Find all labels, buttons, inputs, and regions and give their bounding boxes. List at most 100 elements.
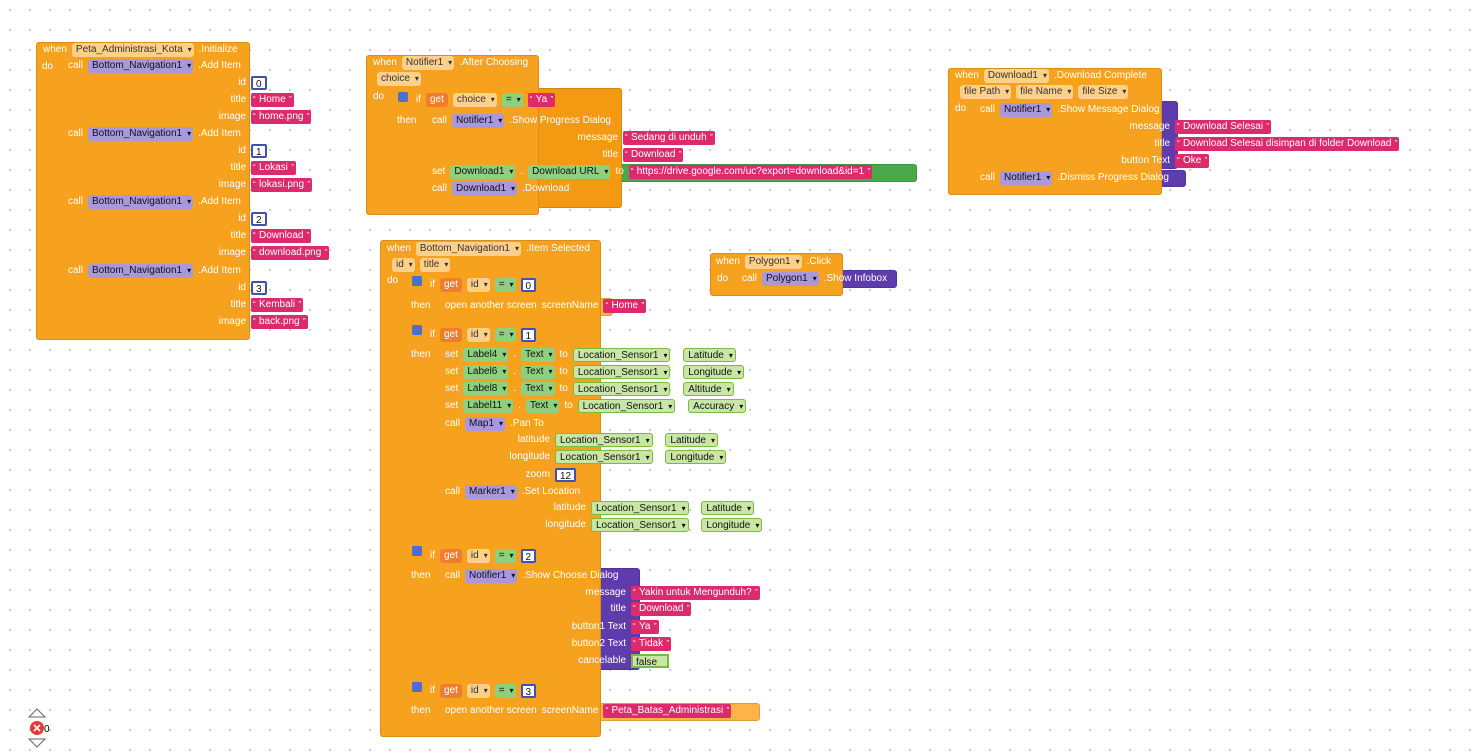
block-row: then [411, 347, 430, 363]
dropdown[interactable]: Notifier1 [1000, 103, 1053, 117]
dropdown[interactable]: Bottom_Navigation1 [88, 127, 194, 141]
dropdown[interactable]: Altitude [683, 382, 734, 397]
dropdown[interactable]: Bottom_Navigation1 [88, 264, 194, 278]
dropdown[interactable]: Download URL [528, 165, 611, 179]
number-literal[interactable]: 3 [251, 281, 267, 295]
keyword: call [445, 570, 461, 581]
block-row: call Bottom_Navigation1 .Add Item [68, 194, 241, 210]
dropdown[interactable]: Notifier1 [401, 56, 455, 70]
dropdown[interactable]: Location_Sensor1 [555, 433, 653, 448]
keyword: call [68, 60, 84, 71]
dropdown[interactable]: = [494, 684, 516, 698]
block-row: then [397, 113, 416, 129]
dropdown[interactable]: Download1 [983, 69, 1049, 83]
dropdown[interactable]: Text [521, 365, 555, 379]
dropdown[interactable]: Map1 [465, 417, 506, 431]
dropdown[interactable]: Label6 [463, 365, 509, 379]
dropdown[interactable]: Location_Sensor1 [577, 399, 676, 414]
dropdown[interactable]: Longitude [701, 518, 763, 533]
dropdown[interactable]: Label11 [463, 399, 514, 413]
mutator-gear[interactable] [412, 276, 422, 286]
dropdown[interactable]: Text [521, 348, 555, 362]
dropdown[interactable]: Notifier1 [465, 569, 518, 583]
scroll-up[interactable] [27, 708, 47, 718]
block-row: when Peta_Administrasi_Kota .Initialize [43, 42, 238, 58]
block-row: id 3 [186, 280, 267, 296]
dropdown[interactable]: Notifier1 [452, 114, 505, 128]
dropdown[interactable]: file Name [1016, 85, 1074, 99]
dropdown[interactable]: Label4 [463, 348, 509, 362]
dropdown[interactable]: = [494, 328, 516, 342]
dropdown[interactable]: Polygon1 [762, 272, 819, 286]
scroll-down[interactable] [27, 738, 47, 748]
get-keyword: get [426, 93, 448, 107]
dropdown[interactable]: Latitude [701, 501, 754, 516]
dropdown[interactable]: id [466, 328, 490, 342]
number-literal[interactable]: 0 [520, 278, 537, 292]
boolean-literal[interactable]: false [631, 654, 670, 668]
mutator-gear[interactable] [398, 92, 408, 102]
dropdown[interactable]: Location_Sensor1 [572, 365, 671, 380]
dropdown[interactable]: = [501, 93, 523, 107]
dropdown[interactable]: Label8 [463, 382, 509, 396]
keyword: when [43, 44, 67, 55]
argument-label: message [577, 132, 618, 143]
keyword: then [411, 300, 431, 311]
dropdown[interactable]: Longitude [665, 450, 727, 465]
keyword: screenName [541, 300, 599, 311]
dropdown[interactable]: Peta_Administrasi_Kota [71, 43, 194, 57]
dropdown[interactable]: file Path [960, 85, 1012, 99]
dropdown[interactable]: Location_Sensor1 [572, 348, 671, 363]
block-row: title Download [546, 601, 692, 617]
dropdown[interactable]: id [466, 684, 490, 698]
dropdown[interactable]: Latitude [683, 348, 736, 363]
dropdown[interactable]: Notifier1 [1000, 171, 1053, 185]
dropdown[interactable]: Location_Sensor1 [591, 518, 689, 533]
mutator-gear[interactable] [412, 546, 422, 556]
argument-label: button Text [1121, 155, 1170, 166]
block-row: title Kembali [186, 297, 304, 313]
dropdown[interactable]: Location_Sensor1 [572, 382, 671, 397]
keyword: if [430, 550, 435, 561]
number-literal[interactable]: 1 [251, 144, 267, 158]
dropdown[interactable]: Bottom_Navigation1 [88, 59, 194, 73]
block-row: image back.png [186, 314, 308, 330]
number-literal[interactable]: 2 [251, 212, 267, 226]
dropdown[interactable]: Location_Sensor1 [591, 501, 689, 516]
dropdown[interactable]: Download1 [452, 182, 518, 196]
number-literal[interactable]: 3 [520, 684, 537, 698]
dropdown[interactable]: Accuracy [688, 399, 747, 414]
dropdown[interactable]: Text [525, 399, 560, 413]
dropdown[interactable]: file Size [1078, 85, 1129, 99]
dropdown[interactable]: = [494, 549, 516, 563]
number-literal[interactable]: 0 [251, 76, 267, 90]
dropdown[interactable]: id [466, 549, 490, 563]
block-row: longitude Location_Sensor1. Longitude [486, 517, 763, 533]
dropdown[interactable]: title [419, 258, 451, 272]
dropdown[interactable]: Marker1 [465, 485, 517, 499]
keyword: set [445, 366, 459, 377]
dropdown[interactable]: = [494, 278, 516, 292]
block-row: id 0 [186, 75, 267, 91]
dropdown[interactable]: Longitude [683, 365, 745, 380]
dropdown[interactable]: choice [377, 72, 421, 86]
mutator-gear[interactable] [412, 682, 422, 692]
dropdown[interactable]: id [392, 258, 415, 272]
number-literal[interactable]: 1 [520, 328, 537, 342]
dropdown[interactable]: Download1 [450, 165, 516, 179]
mutator-gear[interactable] [412, 325, 422, 335]
dropdown[interactable]: Bottom_Navigation1 [415, 242, 521, 256]
number-literal[interactable]: 12 [555, 468, 577, 482]
dropdown[interactable]: choice [452, 93, 497, 107]
number-literal[interactable]: 2 [520, 549, 537, 563]
dropdown[interactable]: Location_Sensor1 [555, 450, 653, 465]
block-row: open another screen screenName Home [445, 298, 647, 314]
block-row: latitude Location_Sensor1. Latitude [460, 432, 718, 448]
dropdown[interactable]: Polygon1 [744, 255, 802, 269]
dropdown[interactable]: id [466, 278, 490, 292]
block-row: idtitle [392, 257, 451, 273]
argument-label: title [1154, 138, 1170, 149]
dropdown[interactable]: Latitude [665, 433, 718, 448]
dropdown[interactable]: Bottom_Navigation1 [88, 195, 194, 209]
dropdown[interactable]: Text [521, 382, 555, 396]
